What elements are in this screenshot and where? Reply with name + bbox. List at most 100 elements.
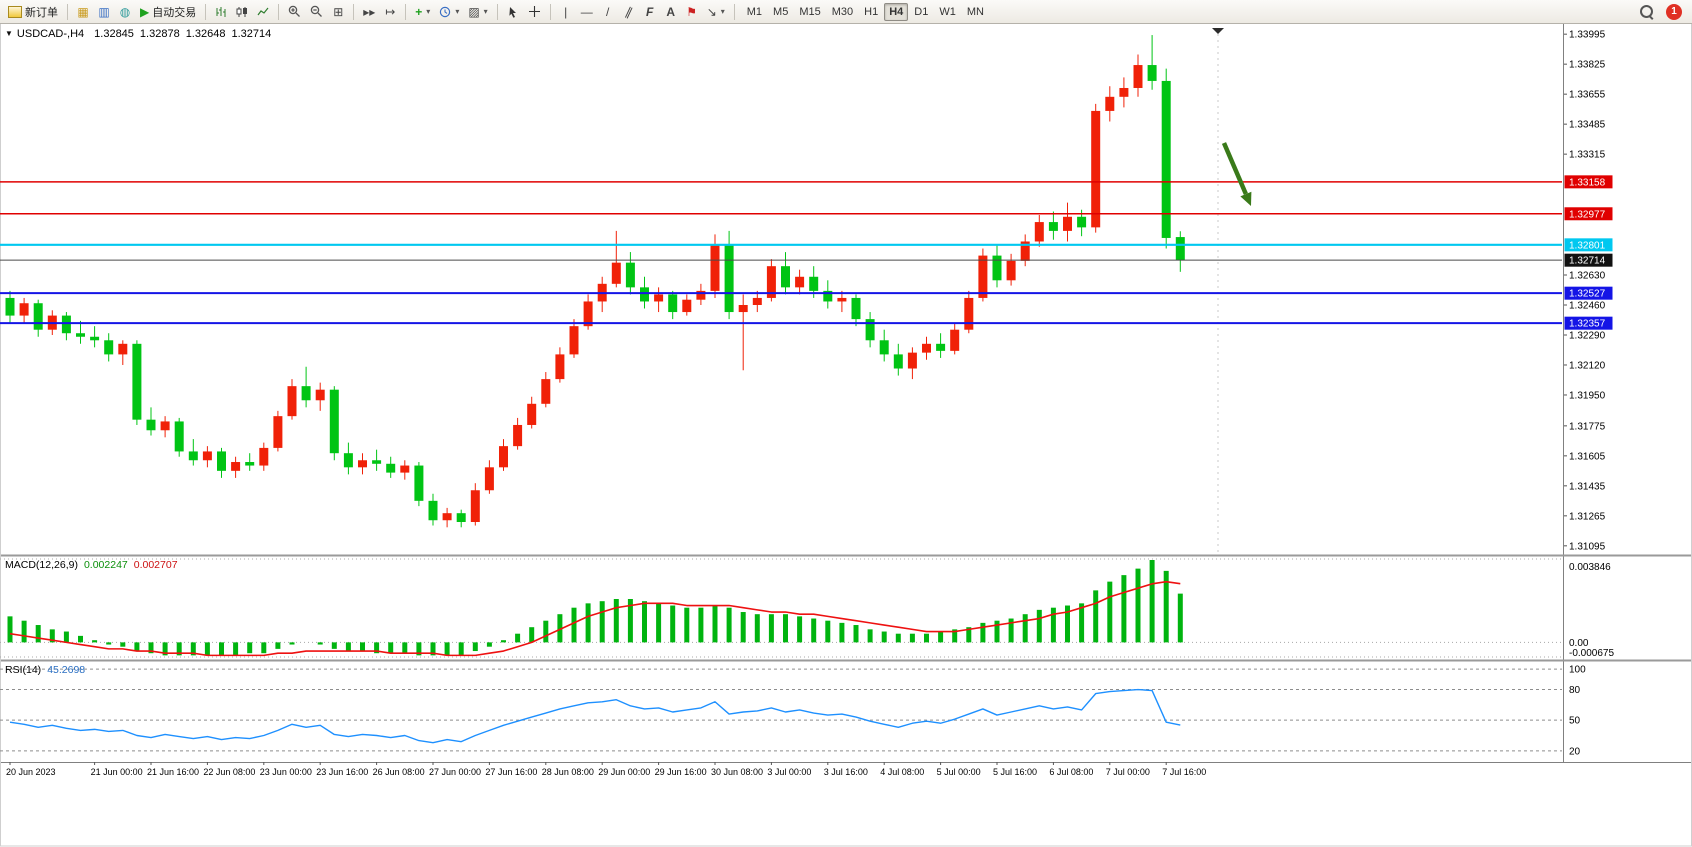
- chevron-down-icon: ▾: [483, 7, 488, 16]
- svg-text:1.32120: 1.32120: [1569, 360, 1606, 371]
- chevron-down-icon: ▾: [720, 7, 725, 16]
- svg-text:1.31095: 1.31095: [1569, 541, 1606, 552]
- flag-icon: ⚑: [686, 4, 698, 19]
- auto-scroll-button[interactable]: ▸▸: [359, 2, 379, 22]
- new-order-label: 新订单: [25, 6, 58, 19]
- tile-windows-button[interactable]: ⊞: [328, 2, 348, 22]
- auto-scroll-icon: ▸▸: [363, 4, 376, 19]
- new-order-button[interactable]: 新订单: [4, 2, 62, 22]
- svg-text:1.31435: 1.31435: [1569, 481, 1606, 492]
- timeframe-m15-button[interactable]: M15: [794, 3, 825, 21]
- toolbar-separator: [353, 3, 355, 20]
- svg-text:0.00: 0.00: [1569, 638, 1589, 649]
- toolbar-separator: [549, 3, 551, 20]
- play-icon: ▶: [140, 4, 150, 19]
- svg-text:1.31265: 1.31265: [1569, 511, 1606, 522]
- indicators-icon: +: [415, 4, 423, 19]
- svg-text:1.33995: 1.33995: [1569, 30, 1606, 41]
- line-chart-icon: [257, 7, 269, 15]
- svg-text:6 Jul 08:00: 6 Jul 08:00: [1049, 767, 1093, 777]
- fibonacci-icon: F: [646, 4, 654, 19]
- zoom-in-button[interactable]: [284, 2, 305, 22]
- periods-button[interactable]: ▾: [435, 2, 463, 22]
- timeframe-d1-button[interactable]: D1: [909, 3, 933, 21]
- svg-text:1.33485: 1.33485: [1569, 120, 1606, 131]
- vertical-line-button[interactable]: |: [556, 2, 576, 22]
- svg-text:1.33315: 1.33315: [1569, 150, 1606, 161]
- clock-icon: [440, 6, 451, 17]
- zoom-out-button[interactable]: [306, 2, 327, 22]
- svg-text:4 Jul 08:00: 4 Jul 08:00: [880, 767, 924, 777]
- horizontal-line-icon: —: [580, 4, 593, 19]
- fibonacci-button[interactable]: F: [640, 2, 660, 22]
- horizontal-line-button[interactable]: —: [577, 2, 597, 22]
- svg-text:1.32527: 1.32527: [1569, 289, 1606, 300]
- chart-shift-button[interactable]: ↦: [380, 2, 400, 22]
- collapse-arrow-icon[interactable]: ▼: [5, 29, 13, 38]
- svg-text:1.31605: 1.31605: [1569, 451, 1606, 462]
- vertical-line-icon: |: [564, 4, 568, 19]
- text-label-button[interactable]: ⚑: [682, 2, 702, 22]
- crosshair-button[interactable]: [524, 2, 545, 22]
- rsi-value: 45.2698: [47, 664, 86, 676]
- svg-text:1.31775: 1.31775: [1569, 421, 1606, 432]
- crosshair-icon: [528, 6, 540, 17]
- timeframe-w1-button[interactable]: W1: [934, 3, 961, 21]
- svg-text:80: 80: [1569, 685, 1581, 696]
- svg-text:1.32357: 1.32357: [1569, 319, 1606, 330]
- svg-text:23 Jun 16:00: 23 Jun 16:00: [316, 767, 368, 777]
- arrow-tools-button[interactable]: ↘ ▾: [703, 2, 729, 22]
- timeframe-h4-button[interactable]: H4: [884, 2, 909, 21]
- cursor-button[interactable]: [503, 2, 523, 22]
- svg-text:29 Jun 16:00: 29 Jun 16:00: [655, 767, 707, 777]
- trendline-button[interactable]: /: [598, 2, 618, 22]
- time-axis[interactable]: [0, 762, 1692, 782]
- rsi-panel[interactable]: RSI(14) 45.2698: [0, 662, 1562, 761]
- macd-main-value: 0.002247: [83, 559, 128, 571]
- market-watch-icon: ▦: [77, 4, 89, 19]
- timeframe-m30-button[interactable]: M30: [827, 3, 858, 21]
- navigator-button[interactable]: ▥: [94, 2, 114, 22]
- bar-chart-icon: [216, 6, 226, 17]
- templates-button[interactable]: ▨ ▾: [464, 2, 491, 22]
- svg-text:1.32290: 1.32290: [1569, 330, 1606, 341]
- svg-text:5 Jul 00:00: 5 Jul 00:00: [937, 767, 981, 777]
- search-button[interactable]: [1636, 2, 1657, 22]
- timeframe-m5-button[interactable]: M5: [768, 3, 793, 21]
- auto-trading-label: 自动交易: [152, 6, 197, 19]
- timeframe-m1-button[interactable]: M1: [742, 3, 767, 21]
- line-chart-button[interactable]: [253, 2, 273, 22]
- timeframe-mn-button[interactable]: MN: [962, 3, 989, 21]
- indicators-button[interactable]: + ▾: [411, 2, 434, 22]
- price-axis[interactable]: [1563, 24, 1692, 762]
- terminal-button[interactable]: ◍: [115, 2, 135, 22]
- channel-icon: ∥: [623, 3, 635, 20]
- candlestick-chart[interactable]: ▼ USDCAD-,H4 1.32845 1.32878 1.32648 1.32714: [0, 24, 1562, 555]
- svg-text:1.32714: 1.32714: [1569, 256, 1606, 267]
- svg-text:29 Jun 00:00: 29 Jun 00:00: [598, 767, 650, 777]
- macd-panel[interactable]: MACD(12,26,9) 0.002247 0.002707: [0, 557, 1562, 659]
- timeframe-group: M1 M5 M15 M30 H1 H4 D1 W1 MN: [742, 2, 989, 21]
- chart-shift-icon: ↦: [385, 4, 396, 19]
- svg-text:1.32977: 1.32977: [1569, 209, 1606, 220]
- svg-text:21 Jun 00:00: 21 Jun 00:00: [91, 767, 143, 777]
- market-watch-button[interactable]: ▦: [73, 2, 93, 22]
- channel-button[interactable]: ∥: [619, 2, 639, 22]
- svg-text:28 Jun 08:00: 28 Jun 08:00: [542, 767, 594, 777]
- svg-text:1.33655: 1.33655: [1569, 90, 1606, 101]
- toolbar-separator: [405, 3, 407, 20]
- timeframe-h1-button[interactable]: H1: [859, 3, 883, 21]
- auto-trading-button[interactable]: ▶ 自动交易: [136, 2, 200, 22]
- svg-text:30 Jun 08:00: 30 Jun 08:00: [711, 767, 763, 777]
- cursor-icon: [509, 6, 516, 18]
- notification-badge[interactable]: 1: [1666, 3, 1682, 20]
- svg-text:23 Jun 00:00: 23 Jun 00:00: [260, 767, 312, 777]
- trendline-icon: /: [606, 4, 610, 19]
- svg-text:3 Jul 00:00: 3 Jul 00:00: [767, 767, 811, 777]
- zoom-in-icon: [288, 5, 301, 17]
- tile-windows-icon: ⊞: [333, 4, 344, 19]
- candlestick-chart-button[interactable]: [232, 2, 252, 22]
- text-button[interactable]: A: [661, 2, 681, 22]
- bar-chart-button[interactable]: [211, 2, 231, 22]
